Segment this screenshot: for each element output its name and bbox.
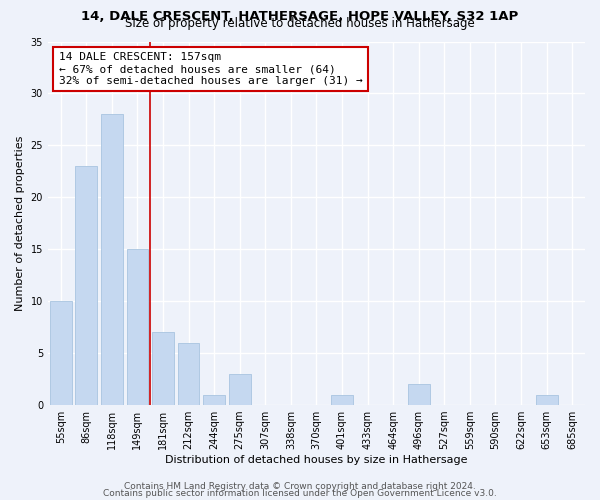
Bar bbox=[76, 166, 97, 405]
Text: 14, DALE CRESCENT, HATHERSAGE, HOPE VALLEY, S32 1AP: 14, DALE CRESCENT, HATHERSAGE, HOPE VALL… bbox=[82, 10, 518, 23]
X-axis label: Distribution of detached houses by size in Hathersage: Distribution of detached houses by size … bbox=[165, 455, 468, 465]
Bar bbox=[178, 343, 199, 405]
Bar bbox=[203, 394, 225, 405]
Bar bbox=[50, 301, 71, 405]
Bar bbox=[152, 332, 174, 405]
Bar bbox=[536, 394, 557, 405]
Y-axis label: Number of detached properties: Number of detached properties bbox=[15, 136, 25, 311]
Bar bbox=[127, 250, 148, 405]
Bar bbox=[229, 374, 251, 405]
Bar bbox=[331, 394, 353, 405]
Bar bbox=[408, 384, 430, 405]
Text: Contains public sector information licensed under the Open Government Licence v3: Contains public sector information licen… bbox=[103, 488, 497, 498]
Text: 14 DALE CRESCENT: 157sqm
← 67% of detached houses are smaller (64)
32% of semi-d: 14 DALE CRESCENT: 157sqm ← 67% of detach… bbox=[59, 52, 362, 86]
Text: Size of property relative to detached houses in Hathersage: Size of property relative to detached ho… bbox=[125, 18, 475, 30]
Text: Contains HM Land Registry data © Crown copyright and database right 2024.: Contains HM Land Registry data © Crown c… bbox=[124, 482, 476, 491]
Bar bbox=[101, 114, 123, 405]
